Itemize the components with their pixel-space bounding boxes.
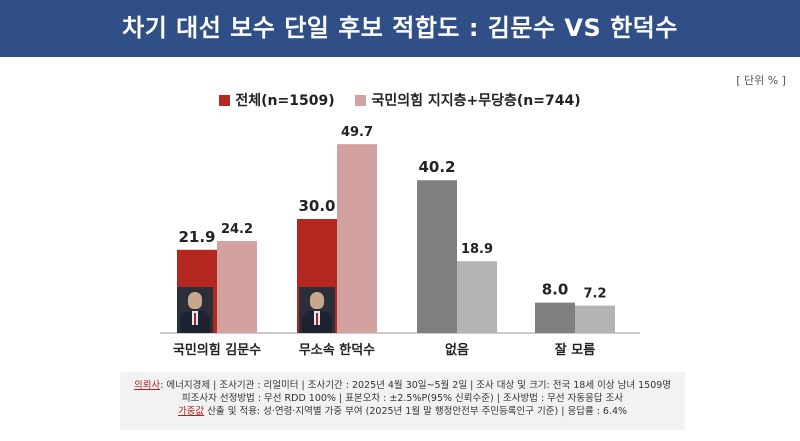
unit-label: [ 단위 % ] xyxy=(736,74,786,87)
legend-label-ppp-independent: 국민의힘 지지층+무당층(n=744) xyxy=(371,93,581,109)
bar-unsure-total xyxy=(535,302,575,333)
legend: 전체(n=1509) 국민의힘 지지층+무당층(n=744) xyxy=(0,90,800,110)
value-label-kim-total: 21.9 xyxy=(178,228,215,246)
candidate-photo-kim xyxy=(177,287,213,333)
bar-none-total xyxy=(417,180,457,333)
value-label-kim-ppp-independent: 24.2 xyxy=(221,222,253,237)
value-label-han-total: 30.0 xyxy=(298,197,335,215)
footnote-label-client: 의뢰사 xyxy=(133,380,161,391)
footnote-text-3: 산출 및 적용: 성·연령·지역별 가중 부여 (2025년 1월 말 행정안전… xyxy=(204,406,628,417)
category-label-unsure: 잘 모름 xyxy=(555,343,595,358)
footnote-line-2: 피조사자 선정방법 : 무선 RDD 100% | 표본오차 : ±2.5%P(… xyxy=(181,393,624,404)
legend-label-total: 전체(n=1509) xyxy=(235,93,335,109)
footnote-text-1: : 에너지경제 | 조사기관 : 리얼미터 | 조사기간 : 2025년 4월 … xyxy=(160,380,672,391)
footnote-label-weight: 가중값 xyxy=(177,406,205,417)
candidate-photo-han xyxy=(299,287,335,333)
legend-item-total: 전체(n=1509) xyxy=(219,90,335,110)
bar-han-ppp-independent xyxy=(337,144,377,333)
bar-none-ppp-independent xyxy=(457,261,497,333)
category-label-none: 없음 xyxy=(445,342,469,358)
chart-title: 차기 대선 보수 단일 후보 적합도 : 김문수 VS 한덕수 xyxy=(122,14,678,42)
legend-item-ppp-independent: 국민의힘 지지층+무당층(n=744) xyxy=(355,90,581,110)
value-label-none-total: 40.2 xyxy=(418,158,455,176)
legend-swatch-ppp-independent xyxy=(355,94,367,106)
survey-footnote: 의뢰사: 에너지경제 | 조사기관 : 리얼미터 | 조사기간 : 2025년 … xyxy=(120,372,685,430)
footnote-line-3: 가중값 산출 및 적용: 성·연령·지역별 가중 부여 (2025년 1월 말 … xyxy=(120,405,685,418)
title-bar: 차기 대선 보수 단일 후보 적합도 : 김문수 VS 한덕수 xyxy=(0,0,800,57)
legend-swatch-total xyxy=(219,94,231,106)
value-label-han-ppp-independent: 49.7 xyxy=(341,125,373,140)
bar-kim-ppp-independent xyxy=(217,241,257,333)
bar-chart: 21.9 24.2 국민의힘 김문수 30.0 49.7 무소속 한덕수 40.2 18.9 없… xyxy=(160,125,640,358)
value-label-unsure-ppp-independent: 7.2 xyxy=(583,287,606,302)
value-label-unsure-total: 8.0 xyxy=(542,281,569,299)
value-label-none-ppp-independent: 18.9 xyxy=(461,242,493,257)
bar-unsure-ppp-independent xyxy=(575,305,615,333)
footnote-line-1: 의뢰사: 에너지경제 | 조사기관 : 리얼미터 | 조사기간 : 2025년 … xyxy=(120,379,685,392)
category-label-han: 무소속 한덕수 xyxy=(299,342,375,358)
category-label-kim: 국민의힘 김문수 xyxy=(173,342,261,358)
